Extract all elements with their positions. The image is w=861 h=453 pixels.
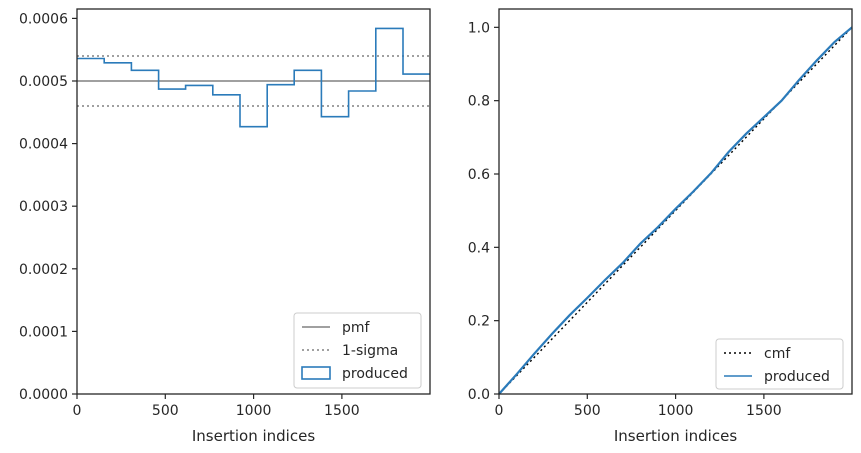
y-tick-label: 0.0001 bbox=[19, 324, 68, 340]
legend: pmf 1-sigma produced bbox=[293, 312, 422, 389]
x-tick-label: 1000 bbox=[236, 403, 272, 419]
x-tick-label: 0 bbox=[73, 403, 82, 419]
right-chart-cmf: 0 500 1000 1500 0.0 0.2 0.4 0.6 0.8 1.0 Insertion … bbox=[468, 8, 853, 445]
left-chart-pmf: 0 500 1000 1500 0.0000 0.0001 0.0002 0.0003 0.00… bbox=[19, 8, 431, 445]
y-tick-label: 0.8 bbox=[468, 94, 490, 110]
legend-label-1-sigma: 1-sigma bbox=[342, 343, 398, 359]
y-tick-label: 1.0 bbox=[468, 20, 490, 36]
x-tick-label: 0 bbox=[495, 403, 504, 419]
x-tick-label: 500 bbox=[152, 403, 179, 419]
legend-swatch-produced bbox=[301, 366, 331, 380]
legend-label-produced: produced bbox=[342, 366, 408, 382]
x-tick-label: 500 bbox=[574, 403, 601, 419]
x-tick-label: 1500 bbox=[324, 403, 360, 419]
legend-label-cmf: cmf bbox=[764, 346, 791, 362]
y-tick-label: 0.0 bbox=[468, 387, 490, 403]
legend-label-produced: produced bbox=[764, 369, 830, 385]
y-tick-label: 0.0004 bbox=[19, 137, 68, 153]
y-tick-label: 0.0000 bbox=[19, 387, 68, 403]
y-tick-label: 0.6 bbox=[468, 167, 490, 183]
x-axis-label: Insertion indices bbox=[192, 427, 315, 445]
y-tick-label: 0.2 bbox=[468, 314, 490, 330]
legend: cmf produced bbox=[715, 338, 844, 390]
x-axis-label: Insertion indices bbox=[614, 427, 737, 445]
y-tick-label: 0.0006 bbox=[19, 11, 68, 27]
y-tick-label: 0.0003 bbox=[19, 199, 68, 215]
x-tick-label: 1000 bbox=[658, 403, 694, 419]
series-produced-line-1 bbox=[498, 26, 853, 395]
legend-box bbox=[293, 312, 422, 389]
series-produced-line-3 bbox=[77, 27, 430, 128]
x-tick-label: 1500 bbox=[746, 403, 782, 419]
y-tick-label: 0.4 bbox=[468, 240, 490, 256]
y-tick-label: 0.0002 bbox=[19, 262, 68, 278]
legend-label-pmf: pmf bbox=[342, 320, 371, 336]
y-tick-label: 0.0005 bbox=[19, 74, 68, 90]
